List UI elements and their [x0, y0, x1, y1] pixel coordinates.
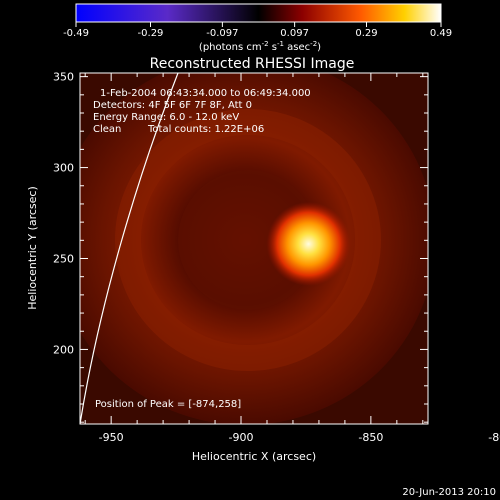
- annotation-time-range: 1-Feb-2004 06:43:34.000 to 06:49:34.000: [100, 88, 311, 99]
- footer-timestamp: 20-Jun-2013 20:10: [402, 487, 496, 498]
- annotation-total-counts: Total counts: 1.22E+06: [147, 124, 264, 135]
- colorbar-tick-label: -0.29: [138, 28, 164, 39]
- emission-ring: [115, 109, 381, 371]
- x-tick-label: -900: [229, 431, 254, 444]
- annotation-energy: Energy Range: 6.0 - 12.0 keV: [93, 112, 239, 123]
- image-area: [80, 73, 428, 424]
- y-axis-label: Heliocentric Y (arcsec): [26, 186, 39, 310]
- annotation-peak-position: Position of Peak = [-874,258]: [95, 399, 241, 410]
- colorbar-tick-label: 0.097: [280, 28, 309, 39]
- colorbar-ticks: -0.49 -0.29 -0.097 0.097 0.29 0.49: [63, 22, 452, 39]
- plot-frame: [79, 72, 429, 425]
- colorbar: -0.49 -0.29 -0.097 0.097 0.29 0.49 (photons c…: [63, 3, 452, 53]
- colorbar-tick-label: -0.49: [63, 28, 89, 39]
- colorbar-gradient: [75, 3, 442, 23]
- annotation-clean: Clean: [93, 124, 121, 135]
- x-axis-label: Heliocentric X (arcsec): [192, 450, 316, 463]
- y-tick-label: 350: [53, 71, 74, 84]
- x-axis-ticks: -950 -900 -850 -800: [84, 73, 500, 444]
- y-axis-ticks: 200 250 300 350: [53, 71, 428, 423]
- x-tick-label: -950: [99, 431, 124, 444]
- annotation-block: 1-Feb-2004 06:43:34.000 to 06:49:34.000 …: [93, 88, 311, 410]
- annotation-detectors: Detectors: 4F 5F 6F 7F 8F, Att 0: [93, 100, 252, 111]
- colorbar-tick-label: 0.49: [430, 28, 452, 39]
- emission-peak: [266, 201, 351, 286]
- solar-limb-line: [80, 73, 179, 424]
- colorbar-unit-label: (photons cm-2 s-1 asec-2): [199, 40, 321, 53]
- y-tick-label: 200: [53, 343, 74, 356]
- chart-title: Reconstructed RHESSI Image: [150, 56, 355, 72]
- x-tick-label: -800: [488, 431, 500, 444]
- x-tick-label: -850: [358, 431, 383, 444]
- colorbar-tick-label: -0.097: [206, 28, 238, 39]
- y-tick-label: 250: [53, 253, 74, 266]
- y-tick-label: 300: [53, 162, 74, 175]
- colorbar-tick-label: 0.29: [355, 28, 377, 39]
